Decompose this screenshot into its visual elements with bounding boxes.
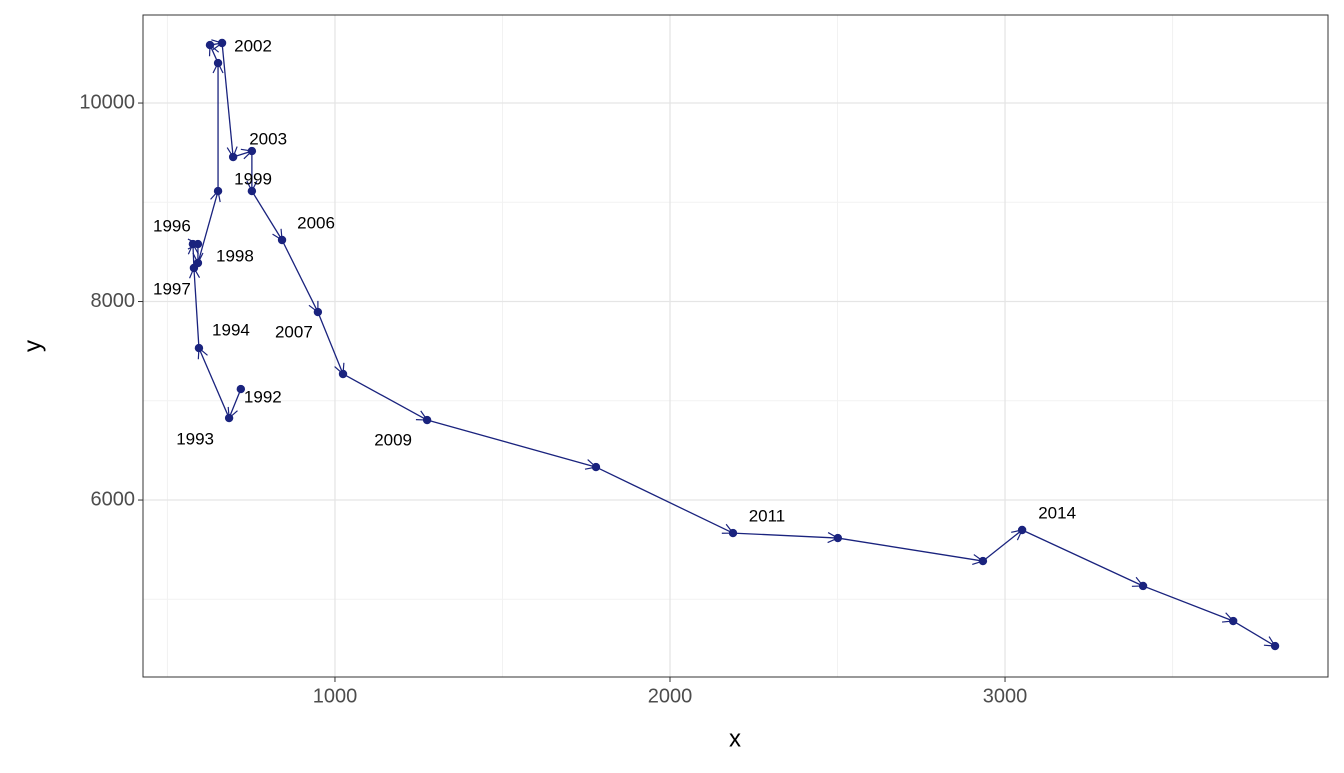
y-tick-label: 10000 [79, 91, 135, 113]
arrow-segment [1142, 585, 1233, 621]
panel-border [142, 14, 1329, 678]
point [213, 186, 223, 196]
point [728, 528, 738, 538]
point [213, 58, 223, 68]
point [193, 239, 203, 249]
x-tick-label: 3000 [983, 685, 1028, 707]
arrow-segment [1021, 529, 1143, 586]
point [1017, 525, 1027, 535]
point [236, 384, 246, 394]
point-label: 2003 [249, 130, 287, 149]
point-label: 1992 [244, 388, 282, 407]
arrow-segment [595, 466, 733, 533]
x-tick-label: 1000 [313, 685, 358, 707]
point [313, 307, 323, 317]
point [247, 186, 257, 196]
arrow-segment [426, 419, 596, 467]
point-label: 2007 [275, 323, 313, 342]
point [224, 413, 234, 423]
point-label: 1997 [153, 280, 191, 299]
point [978, 556, 988, 566]
point [228, 152, 238, 162]
point [591, 462, 601, 472]
arrow-segment [251, 190, 282, 240]
arrow-segment [342, 373, 427, 420]
arrow-segment [229, 388, 242, 418]
x-axis-title: x [729, 725, 741, 752]
point-label: 1998 [216, 247, 254, 266]
arrow-segment [837, 537, 983, 561]
y-tick-label: 8000 [91, 290, 136, 312]
point-label: 1996 [153, 217, 191, 236]
point [194, 343, 204, 353]
point [205, 40, 215, 50]
arrow-segment [199, 348, 230, 419]
point-label: 1994 [212, 321, 250, 340]
point [247, 146, 257, 156]
y-tick-label: 6000 [91, 488, 136, 510]
arrow-segment [194, 268, 199, 349]
point-label: 2009 [374, 431, 412, 450]
point-label: 2006 [297, 213, 335, 232]
point-label: 1999 [234, 170, 272, 189]
arrow-segment [317, 311, 343, 374]
point [193, 258, 203, 268]
point-label: 2014 [1038, 503, 1076, 522]
point [1138, 581, 1148, 591]
point [422, 415, 432, 425]
panel [143, 15, 1328, 677]
point-label: 1993 [176, 430, 214, 449]
x-tick-label: 2000 [648, 685, 693, 707]
y-axis-title: y [19, 340, 46, 352]
point [338, 369, 348, 379]
arrow-segment [1232, 620, 1275, 646]
arrow-segment [982, 530, 1022, 562]
point [217, 38, 227, 48]
arrow-segment [281, 239, 318, 312]
arrow-segment [732, 533, 838, 538]
arrow-segment [197, 191, 218, 264]
point [1228, 616, 1238, 626]
point [1270, 641, 1280, 651]
point [277, 235, 287, 245]
arrow-segment [221, 42, 233, 157]
point [833, 533, 843, 543]
point-label: 2011 [749, 507, 786, 526]
point-label: 2002 [234, 36, 272, 55]
